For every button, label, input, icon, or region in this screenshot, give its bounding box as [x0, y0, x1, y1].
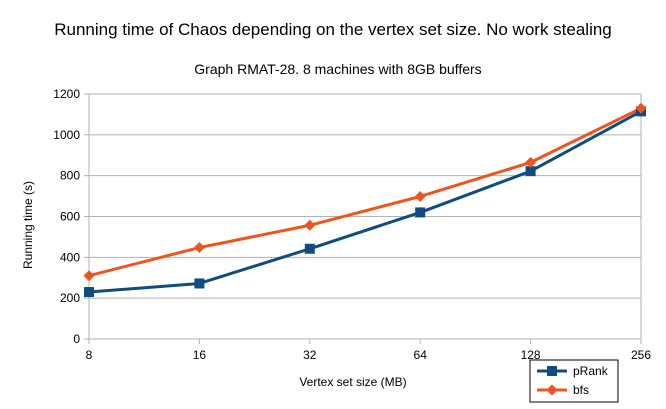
- x-tick-label: 8: [86, 348, 93, 362]
- legend-label-prank: pRank: [573, 364, 609, 378]
- axes: 0 200 400 600 800 1000 1200 8 16 32 64 128 256: [53, 87, 651, 362]
- gridlines: [89, 93, 641, 340]
- y-tick-label: 1200: [53, 87, 80, 101]
- legend: pRank bfs: [529, 359, 619, 403]
- legend-label-bfs: bfs: [573, 383, 589, 397]
- y-tick-label: 400: [60, 250, 80, 264]
- data-point-bfs: [635, 102, 647, 114]
- y-tick-label: 800: [60, 169, 80, 183]
- x-axis-label: Vertex set size (MB): [299, 375, 406, 389]
- y-tick-label: 600: [60, 210, 80, 224]
- data-point-bfs: [193, 242, 205, 254]
- x-tick-label: 16: [193, 348, 207, 362]
- x-tick-label: 128: [521, 348, 541, 362]
- series-line-bfs: [88, 106, 642, 278]
- data-point-prank: [304, 243, 315, 254]
- series-markers: [83, 102, 647, 298]
- x-tick-label: 64: [414, 348, 428, 362]
- data-point-prank: [84, 287, 94, 298]
- legend-box: [529, 359, 619, 403]
- chart-title: Running time of Chaos depending on the v…: [54, 20, 612, 39]
- x-tick-label: 256: [631, 348, 651, 362]
- y-axis-label: Running time (s): [21, 181, 35, 269]
- y-tick-label: 0: [73, 332, 80, 346]
- data-point-prank: [415, 207, 426, 218]
- x-tick-label: 32: [303, 348, 317, 362]
- chart-subtitle: Graph RMAT-28. 8 machines with 8GB buffe…: [194, 61, 481, 77]
- legend-swatch-marker: [546, 384, 558, 396]
- data-point-bfs: [414, 190, 426, 202]
- data-point-prank: [194, 278, 205, 289]
- legend-swatch-marker: [547, 366, 557, 376]
- series-line-prank: [88, 110, 642, 294]
- data-point-bfs: [304, 219, 316, 231]
- y-tick-label: 1000: [53, 128, 80, 142]
- series-lines: [88, 106, 642, 294]
- y-tick-label: 200: [60, 291, 80, 305]
- data-point-prank: [525, 166, 536, 177]
- data-point-bfs: [525, 156, 537, 168]
- data-point-bfs: [83, 270, 95, 282]
